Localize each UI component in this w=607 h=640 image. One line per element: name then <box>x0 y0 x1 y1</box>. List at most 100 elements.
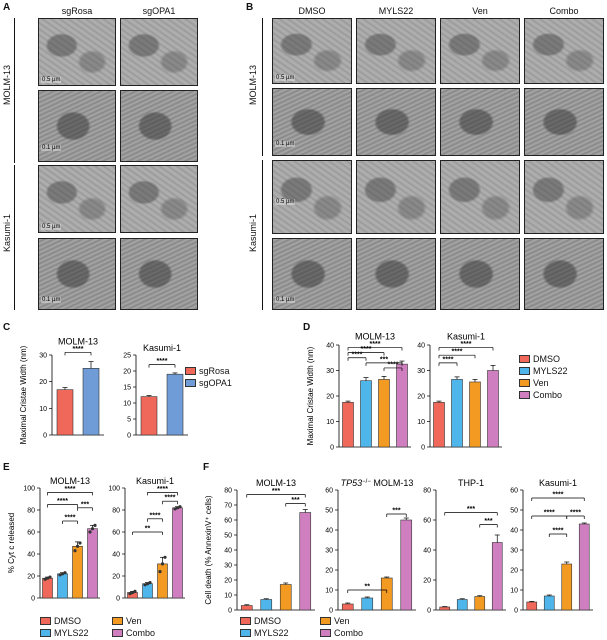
significance-label: ** <box>145 526 151 533</box>
col-header-sgopa1: sgOPA1 <box>142 6 176 16</box>
bar-dmso <box>42 577 53 599</box>
y-tick-label: 30 <box>39 353 47 360</box>
legend-item-combo: Combo <box>519 390 562 400</box>
significance-label: **** <box>65 486 76 493</box>
y-tick-label: 40 <box>326 343 334 350</box>
data-point <box>75 544 80 548</box>
legend-item-combo: Combo <box>320 628 363 638</box>
em-image-kasumi-ven-high <box>440 238 520 310</box>
legend-label: Ven <box>533 378 549 388</box>
scale-bar-label: 0.5 µm <box>275 75 296 81</box>
y-tick-label: 30 <box>325 548 333 555</box>
legend-swatch <box>185 379 196 387</box>
legend-swatch <box>112 617 123 625</box>
y-tick-label: 30 <box>510 548 518 555</box>
significance-label: *** <box>484 518 492 525</box>
y-tick-label: 20 <box>112 574 120 581</box>
title-gene: TP53 <box>341 478 363 488</box>
significance-label: **** <box>157 358 168 365</box>
legend-label: MYLS22 <box>254 628 289 638</box>
significance-label: *** <box>392 508 400 515</box>
legend-item-ven: Ven <box>112 616 142 626</box>
data-point <box>130 590 135 595</box>
chart-title: Kasumi-1 <box>143 343 181 353</box>
y-tick-label: 80 <box>224 488 232 495</box>
row-bracket-molm13-b <box>262 18 263 156</box>
bar-combo <box>87 528 98 599</box>
row-bracket-molm13-a <box>14 18 15 163</box>
y-tick-label: 0 <box>427 608 431 615</box>
y-tick-label: 0 <box>514 608 518 615</box>
em-image-molm13-dmso-low: 0.5 µm <box>272 18 352 84</box>
y-tick-label: 0 <box>31 596 35 603</box>
chart-title: TP53−/− MOLM-13 <box>341 478 414 488</box>
y-tick-label: 100 <box>108 486 120 493</box>
legend-item-sgrosa: sgRosa <box>185 366 230 376</box>
significance-label: **** <box>57 498 68 505</box>
bar-sgrosa <box>56 389 74 436</box>
y-tick-label: 20 <box>417 394 425 401</box>
y-tick-label: 40 <box>27 552 35 559</box>
chart-f1: 0 10 20 30 40 50 60 70 80 MOLM-13 Cell death (% An… <box>204 478 315 615</box>
data-point <box>148 581 152 585</box>
legend-item-dmso: DMSO <box>240 616 281 626</box>
data-point <box>145 582 150 586</box>
legend-label: Combo <box>533 390 563 400</box>
title-text: MOLM-13 <box>371 478 414 488</box>
legend-label: MYLS22 <box>533 366 568 376</box>
y-tick-label: 0 <box>330 445 334 452</box>
bar-myls22 <box>260 599 273 611</box>
significance-label: **** <box>461 341 472 348</box>
em-image-kasumi-ven-low <box>440 160 520 234</box>
y-tick-label: 10 <box>417 419 425 426</box>
legend-swatch <box>320 617 331 625</box>
em-image-kasumi-dmso-low: 0.5 µm <box>272 160 352 234</box>
bar-combo <box>299 512 312 611</box>
bar-ven <box>378 379 390 448</box>
y-tick-label: 60 <box>325 488 333 495</box>
bar-combo <box>491 542 503 611</box>
y-tick-label: 10 <box>224 593 232 600</box>
em-image-kasumi-combo-high <box>524 238 604 310</box>
panel-label-f: F <box>203 462 210 473</box>
y-tick-label: 10 <box>326 419 334 426</box>
legend-label: DMSO <box>533 354 560 364</box>
chart-f3: 0 20 40 60 80 THP-1 *** *** <box>423 478 506 615</box>
em-image-kasumi-combo-low <box>524 160 604 234</box>
data-point <box>143 583 147 587</box>
legend-swatch <box>519 355 530 363</box>
y-tick-label: 15 <box>123 385 131 392</box>
scale-bar-label: 0.1 µm <box>41 145 62 151</box>
scale-bar-label: 0.1 µm <box>275 141 296 147</box>
y-tick-label: 100 <box>23 486 35 493</box>
bar-dmso <box>342 402 354 448</box>
legend-swatch <box>185 367 196 375</box>
bar-myls22 <box>543 595 555 611</box>
significance-label: **** <box>157 486 168 493</box>
y-tick-label: 40 <box>112 552 120 559</box>
legend-item-dmso: DMSO <box>519 354 560 364</box>
y-tick-label: 30 <box>417 368 425 375</box>
chart-title: MOLM-13 <box>355 332 395 342</box>
y-tick-label: 10 <box>39 406 47 413</box>
y-tick-label: 0 <box>421 445 425 452</box>
bar-dmso <box>526 601 538 611</box>
em-image-molm13-myls22-low <box>356 18 436 84</box>
y-tick-label: 60 <box>27 530 35 537</box>
y-tick-label: 20 <box>423 578 431 585</box>
y-tick-label: 20 <box>123 369 131 376</box>
bar-myls22 <box>451 379 463 448</box>
y-tick-label: 50 <box>325 508 333 515</box>
y-tick-label: 40 <box>423 548 431 555</box>
chart-title: MOLM-13 <box>58 336 98 346</box>
panel-label-d: D <box>303 322 311 333</box>
chart-title: MOLM-13 <box>50 476 90 486</box>
y-tick-label: 0 <box>43 433 47 440</box>
significance-label: **** <box>553 528 564 535</box>
y-tick-label: 50 <box>510 508 518 515</box>
chart-c2: 0 5 10 15 20 25 Kasumi-1 **** <box>123 343 188 440</box>
em-image-kasumi-sgrosa-high: 0.1 µm <box>38 238 116 310</box>
y-tick-label: 0 <box>228 608 232 615</box>
bar-myls22 <box>360 380 372 448</box>
bar-combo <box>487 370 499 448</box>
